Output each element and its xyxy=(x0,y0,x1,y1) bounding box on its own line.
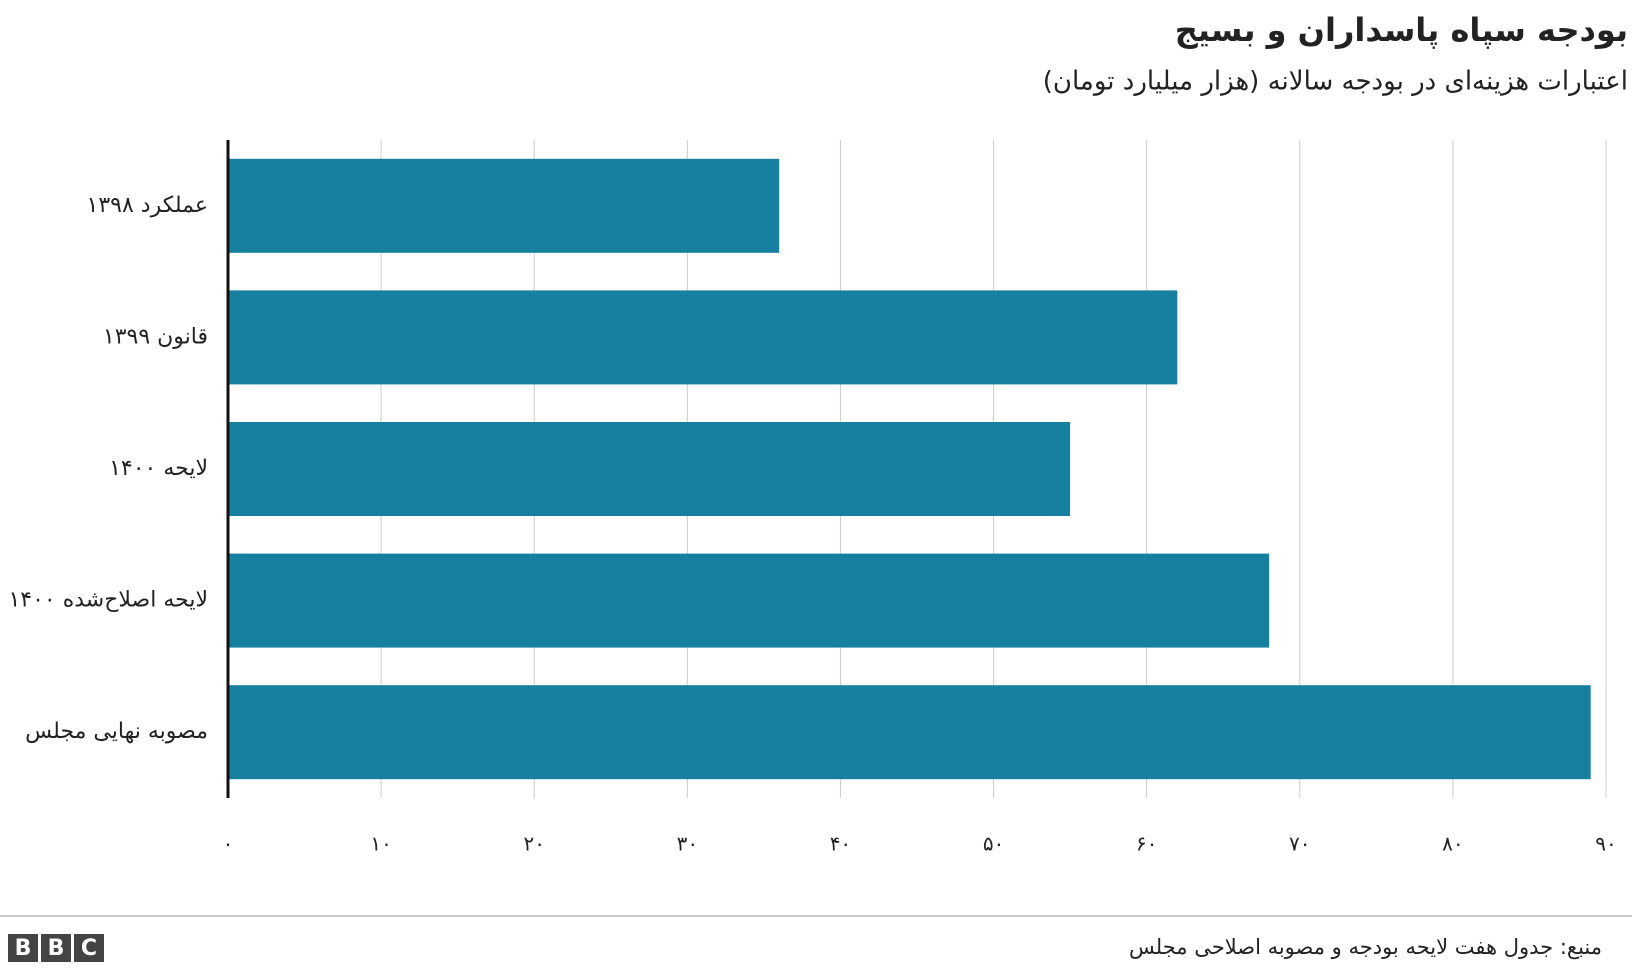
source: منبع: جدول هفت لایحه بودجه و مصوبه اصلاح… xyxy=(1129,935,1602,959)
x-tick-label: ۹۰ xyxy=(1595,832,1616,856)
bar xyxy=(228,422,1071,516)
chart-title: بودجه سپاه پاسداران و بسیج xyxy=(1175,11,1628,49)
x-tick-label: ۶۰ xyxy=(1136,832,1157,856)
x-tick-label: ۱۰ xyxy=(370,832,391,856)
x-tick-label: ۰ xyxy=(223,832,234,856)
y-tick-label: لایحه اصلاح‌شده ۱۴۰۰ xyxy=(8,588,208,613)
bar xyxy=(228,158,780,253)
logo-letter: B xyxy=(15,936,32,961)
x-tick-label: ۸۰ xyxy=(1442,832,1463,856)
bar xyxy=(228,685,1591,780)
chart-subtitle: اعتبارات هزینه‌ای در بودجه سالانه (هزار … xyxy=(1043,67,1628,97)
bar xyxy=(228,290,1178,385)
x-tick-label: ۴۰ xyxy=(830,832,851,856)
y-tick-label: مصوبه نهایی مجلس xyxy=(25,719,208,744)
y-tick-label: عملکرد ۱۳۹۸ xyxy=(87,193,208,218)
y-tick-label: لایحه ۱۴۰۰ xyxy=(109,456,208,481)
x-tick-label: ۲۰ xyxy=(523,832,544,856)
logo-letter: B xyxy=(48,936,65,961)
x-tick-label: ۵۰ xyxy=(983,832,1004,856)
y-tick-label: قانون ۱۳۹۹ xyxy=(103,324,208,349)
logo-box xyxy=(41,934,71,962)
x-tick-label: ۳۰ xyxy=(677,832,698,856)
logo-letter: C xyxy=(81,936,97,961)
logo-box xyxy=(74,934,104,962)
x-tick-label: ۷۰ xyxy=(1289,832,1310,856)
bar xyxy=(228,553,1270,648)
logo-box xyxy=(8,934,38,962)
